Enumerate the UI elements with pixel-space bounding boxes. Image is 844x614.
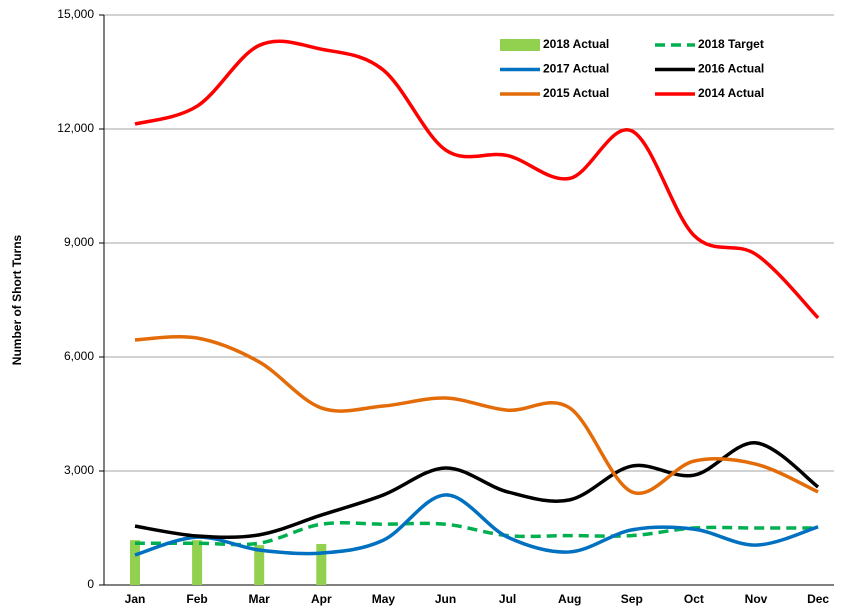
line: [134, 334, 819, 496]
y-tick-label: 0: [87, 577, 94, 591]
x-tick-label: Nov: [745, 592, 768, 606]
bar: [192, 540, 203, 585]
x-tick-label: Jul: [499, 592, 516, 606]
x-tick-label: Sep: [621, 592, 643, 606]
bar: [130, 540, 140, 585]
y-tick-label: 15,000: [57, 7, 94, 21]
y-tick-label: 12,000: [57, 121, 94, 135]
legend-label: 2014 Actual: [698, 86, 764, 100]
legend-label: 2015 Actual: [543, 86, 609, 100]
y-tick-label: 3,000: [64, 463, 94, 477]
legend-label: 2018 Actual: [543, 37, 609, 51]
x-tick-label: Aug: [558, 592, 581, 606]
bar: [254, 545, 265, 585]
line: [135, 521, 819, 547]
legend-label: 2018 Target: [698, 37, 764, 51]
line: [134, 493, 819, 557]
y-tick-label: 9,000: [64, 235, 94, 249]
x-tick-label: Jan: [125, 592, 146, 606]
legend-swatch: [500, 39, 540, 51]
x-tick-label: May: [372, 592, 396, 606]
y-tick-label: 6,000: [64, 349, 94, 363]
legend-label: 2017 Actual: [543, 62, 609, 76]
x-tick-label: Jun: [435, 592, 456, 606]
x-tick-label: Feb: [186, 592, 207, 606]
bar: [316, 543, 327, 585]
x-tick-label: Oct: [684, 592, 704, 606]
x-tick-label: Dec: [807, 592, 829, 606]
x-tick-label: Apr: [311, 592, 332, 606]
y-axis-label: Number of Short Turns: [10, 234, 24, 365]
legend-label: 2016 Actual: [698, 62, 764, 76]
line: [134, 441, 820, 540]
x-tick-label: Mar: [249, 592, 271, 606]
line: [134, 39, 820, 320]
